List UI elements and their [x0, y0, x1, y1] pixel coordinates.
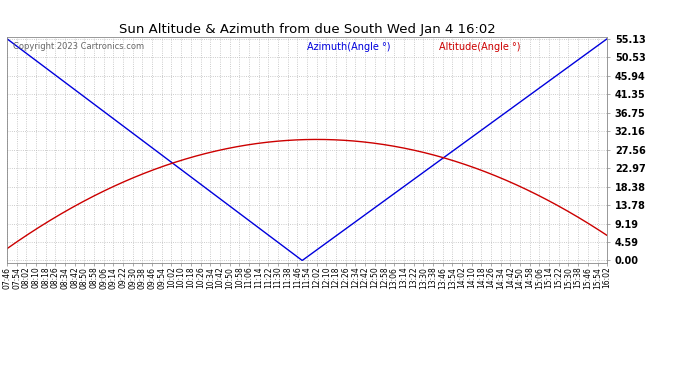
Title: Sun Altitude & Azimuth from due South Wed Jan 4 16:02: Sun Altitude & Azimuth from due South We… — [119, 23, 495, 36]
Text: Azimuth(Angle °): Azimuth(Angle °) — [307, 42, 391, 52]
Text: Copyright 2023 Cartronics.com: Copyright 2023 Cartronics.com — [13, 42, 144, 51]
Text: Altitude(Angle °): Altitude(Angle °) — [439, 42, 521, 52]
